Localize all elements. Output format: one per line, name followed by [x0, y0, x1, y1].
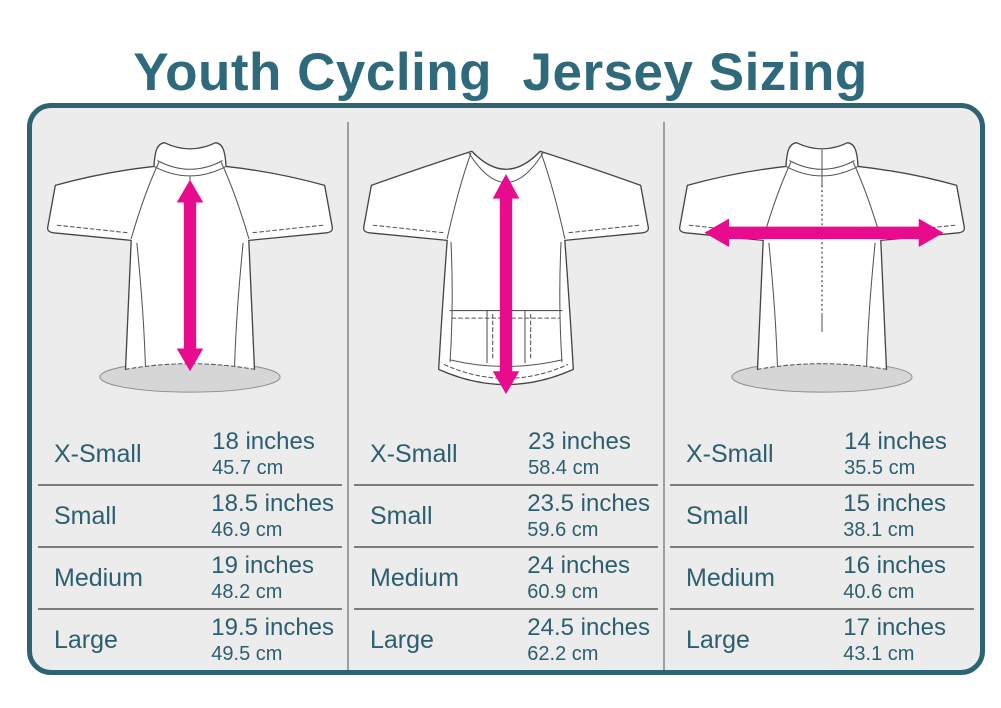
measurement: 15 inches 38.1 cm [843, 490, 974, 542]
size-row: Small 23.5 inches 59.6 cm [354, 484, 658, 546]
measurement-cm: 46.9 cm [211, 518, 283, 541]
measurement: 16 inches 40.6 cm [843, 552, 974, 604]
measurement-cm: 35.5 cm [844, 456, 916, 479]
measurement: 23.5 inches 59.6 cm [527, 490, 658, 542]
size-label: Small [370, 501, 433, 530]
raglan-seam-right [540, 152, 566, 240]
measurement-cm: 62.2 cm [527, 642, 599, 665]
size-row: Large 17 inches 43.1 cm [670, 608, 974, 670]
cuff-stitch-right [567, 224, 640, 234]
side-seam-left [768, 242, 778, 367]
chest-width-arrow [704, 218, 944, 248]
size-row: X-Small 18 inches 45.7 cm [32, 424, 348, 484]
measurement-inches: 18.5 inches [211, 490, 335, 518]
measurement-inches: 19.5 inches [211, 614, 335, 642]
cuff-stitch-left [372, 224, 445, 234]
back-length-arrow [492, 174, 520, 395]
side-seam-right [234, 242, 244, 367]
measurement-inches: 24 inches [527, 552, 631, 580]
column-front-length: X-Small 18 inches 45.7 cm Small 18.5 inc… [32, 108, 348, 670]
chest-width-table: X-Small 14 inches 35.5 cm Small 15 inche… [664, 424, 980, 670]
measurement-cm: 45.7 cm [212, 456, 284, 479]
back-length-table: X-Small 23 inches 58.4 cm Small 23.5 inc… [348, 424, 664, 670]
jersey-front-illustration [32, 108, 348, 424]
cuff-stitch-left [56, 224, 129, 234]
measurement-inches: 16 inches [843, 552, 947, 580]
measurement-cm: 49.5 cm [211, 642, 283, 665]
side-seam-left [449, 241, 453, 363]
measurement-cm: 58.4 cm [528, 456, 600, 479]
size-label: Medium [54, 563, 143, 592]
size-label: X-Small [54, 439, 142, 468]
measurement-inches: 14 inches [844, 428, 947, 456]
measurement-cm: 43.1 cm [843, 642, 915, 665]
column-back-length: X-Small 23 inches 58.4 cm Small 23.5 inc… [347, 108, 664, 670]
collar-opening [157, 160, 223, 170]
measurement: 18.5 inches 46.9 cm [211, 490, 342, 542]
side-seam-left [136, 242, 146, 367]
front-hem-stitch [124, 363, 256, 370]
measurement-inches: 15 inches [843, 490, 947, 518]
size-row: Small 15 inches 38.1 cm [670, 484, 974, 546]
jersey-chest-width-art [678, 142, 966, 393]
measurement: 23 inches 58.4 cm [528, 428, 664, 480]
measurement: 19.5 inches 49.5 cm [211, 614, 342, 666]
size-label: Medium [370, 563, 459, 592]
raglan-seam-left [130, 162, 160, 240]
measurement: 18 inches 45.7 cm [212, 428, 348, 480]
measurement-inches: 24.5 inches [527, 614, 651, 642]
size-label: Small [686, 501, 749, 530]
size-label: Large [686, 625, 750, 654]
sizing-panel: X-Small 18 inches 45.7 cm Small 18.5 inc… [27, 103, 985, 675]
measurement-cm: 48.2 cm [211, 580, 283, 603]
page-title: Youth Cycling Jersey Sizing [133, 42, 868, 102]
measurement-inches: 18 inches [212, 428, 315, 456]
measurement-cm: 60.9 cm [527, 580, 599, 603]
size-label: Small [54, 501, 117, 530]
measurement: 17 inches 43.1 cm [843, 614, 974, 666]
size-row: Large 24.5 inches 62.2 cm [354, 608, 658, 670]
measurement: 19 inches 48.2 cm [211, 552, 342, 604]
front-hem-stitch [756, 363, 888, 370]
measurement: 24 inches 60.9 cm [527, 552, 658, 604]
size-row: Small 18.5 inches 46.9 cm [38, 484, 342, 546]
measurement-cm: 38.1 cm [843, 518, 915, 541]
size-label: Large [54, 625, 118, 654]
measurement-cm: 40.6 cm [843, 580, 915, 603]
side-seam-right [866, 242, 876, 367]
jersey-back-length-art [362, 150, 650, 395]
size-row: Medium 19 inches 48.2 cm [38, 546, 342, 608]
raglan-seam-left [446, 152, 472, 240]
measurement-inches: 17 inches [843, 614, 947, 642]
size-label: Medium [686, 563, 775, 592]
size-row: Medium 16 inches 40.6 cm [670, 546, 974, 608]
size-row: Large 19.5 inches 49.5 cm [38, 608, 342, 670]
column-chest-width: X-Small 14 inches 35.5 cm Small 15 inche… [663, 108, 980, 670]
side-seam-right [559, 241, 563, 363]
cuff-stitch-right [251, 224, 324, 234]
measurement-inches: 19 inches [211, 552, 315, 580]
jersey-back-illustration [348, 108, 664, 424]
size-row: X-Small 14 inches 35.5 cm [664, 424, 980, 484]
size-label: X-Small [686, 439, 774, 468]
measurement: 14 inches 35.5 cm [844, 428, 980, 480]
raglan-seam-right [220, 162, 250, 240]
jersey-front-length-art [46, 142, 334, 393]
measurement-cm: 59.6 cm [527, 518, 599, 541]
size-row: Medium 24 inches 60.9 cm [354, 546, 658, 608]
size-row: X-Small 23 inches 58.4 cm [348, 424, 664, 484]
measurement-inches: 23.5 inches [527, 490, 651, 518]
measurement-inches: 23 inches [528, 428, 631, 456]
collar-band-seam [153, 165, 227, 177]
jersey-chest-illustration [664, 108, 980, 424]
front-length-arrow [176, 179, 204, 372]
size-label: X-Small [370, 439, 458, 468]
front-length-table: X-Small 18 inches 45.7 cm Small 18.5 inc… [32, 424, 348, 670]
measurement: 24.5 inches 62.2 cm [527, 614, 658, 666]
size-label: Large [370, 625, 434, 654]
